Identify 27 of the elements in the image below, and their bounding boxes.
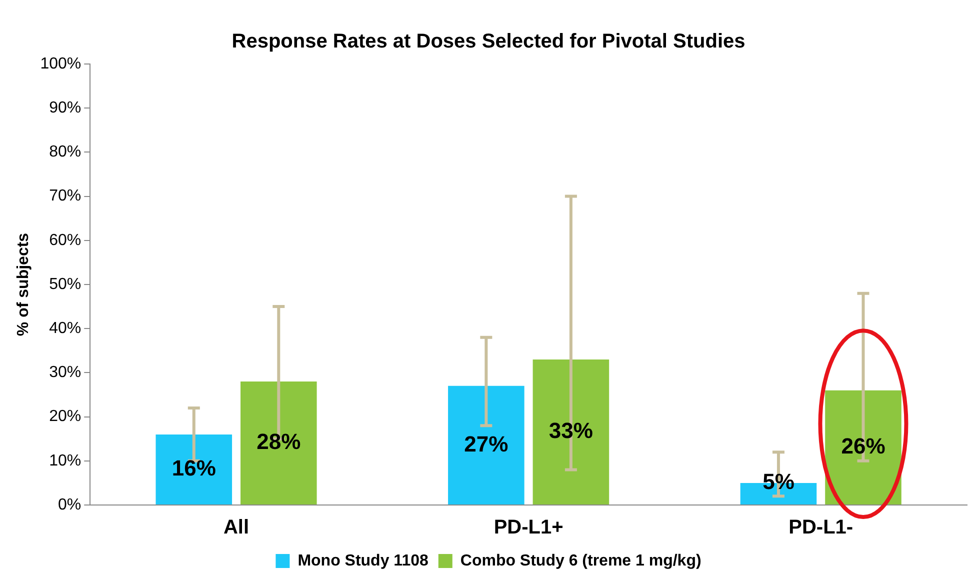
- y-tick-label: 50%: [49, 276, 82, 293]
- y-tick-label: 40%: [49, 320, 82, 338]
- y-tick-label: 60%: [49, 232, 82, 249]
- y-tick-label: 10%: [49, 452, 82, 470]
- bar: [448, 386, 524, 504]
- data-label: 26%: [841, 433, 886, 458]
- y-tick-label: 70%: [49, 188, 82, 205]
- y-tick-label: 30%: [49, 364, 82, 382]
- bar: [156, 434, 232, 504]
- y-tick-label: 0%: [58, 496, 82, 514]
- x-tick-label: PD-L1-: [788, 516, 854, 539]
- y-axis-title: % of subjects: [15, 232, 32, 336]
- legend-label: Mono Study 1108: [298, 552, 428, 570]
- data-label: 16%: [172, 456, 216, 481]
- x-tick-label: PD-L1+: [494, 516, 564, 539]
- y-tick-label: 80%: [49, 144, 82, 161]
- x-tick-label: All: [223, 516, 250, 539]
- bar: [532, 359, 610, 504]
- y-tick-label: 20%: [49, 408, 82, 426]
- chart-title: Response Rates at Doses Selected for Pivotal Studies: [232, 30, 746, 53]
- data-label: 27%: [464, 431, 508, 456]
- legend-label: Combo Study 6 (treme 1 mg/kg): [460, 552, 702, 570]
- y-tick-label: 90%: [49, 100, 82, 117]
- data-label: 33%: [548, 418, 593, 444]
- data-label: 28%: [256, 429, 301, 454]
- bar: [240, 382, 317, 504]
- y-tick-label: 100%: [40, 55, 82, 72]
